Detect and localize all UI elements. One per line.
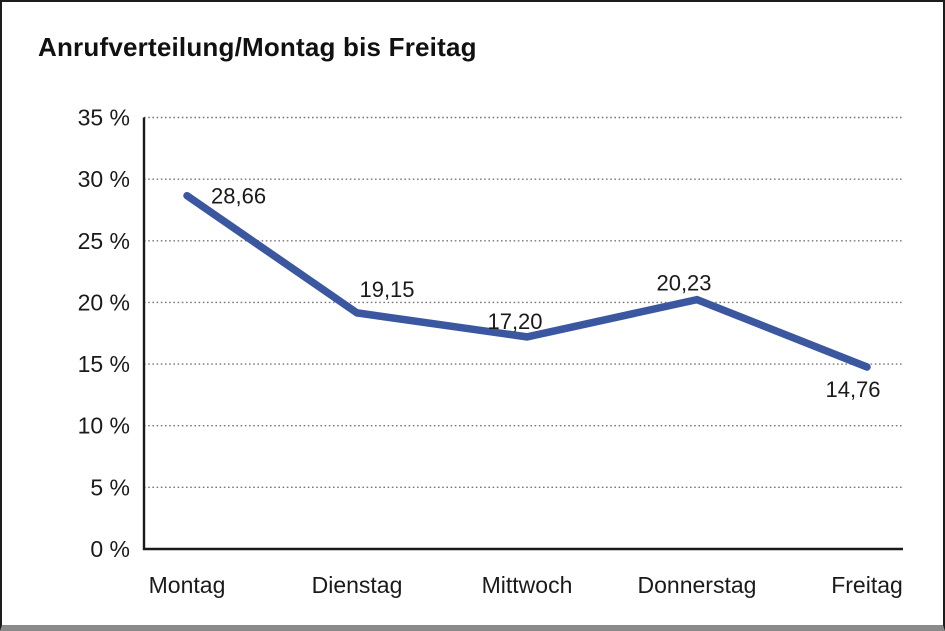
- x-category-label-mittwoch: Mittwoch: [482, 572, 573, 598]
- x-category-label-dienstag: Dienstag: [312, 572, 403, 598]
- data-point-label-donnerstag: 20,23: [656, 271, 711, 296]
- labels-group: 0 % 5 % 10 % 15 % 20 % 25 % 30 % 35 % Montag Dien…: [78, 105, 903, 599]
- axes-group: [142, 117, 903, 551]
- y-tick-label-5pct: 5 %: [90, 474, 130, 500]
- y-tick-label-35pct: 35 %: [78, 105, 130, 131]
- y-tick-label-15pct: 15 %: [78, 351, 130, 377]
- x-category-label-freitag: Freitag: [831, 572, 903, 598]
- gridlines-group: [144, 116, 903, 489]
- y-tick-label-30pct: 30 %: [78, 166, 130, 192]
- data-point-label-mittwoch: 17,20: [487, 309, 542, 334]
- data-point-label-dienstag: 19,15: [359, 277, 414, 302]
- y-tick-label-0pct: 0 %: [90, 536, 130, 562]
- x-category-label-donnerstag: Donnerstag: [638, 572, 757, 598]
- y-tick-label-25pct: 25 %: [78, 228, 130, 254]
- chart-title: Anrufverteilung/Montag bis Freitag: [38, 32, 477, 62]
- y-tick-label-10pct: 10 %: [78, 413, 130, 439]
- x-category-label-montag: Montag: [149, 572, 226, 598]
- data-point-label-freitag: 14,76: [825, 377, 880, 402]
- axis-lines: [142, 117, 903, 551]
- series-group: [183, 191, 871, 371]
- data-point-label-montag: 28,66: [211, 184, 266, 209]
- series-line: [183, 191, 871, 371]
- y-tick-label-20pct: 20 %: [78, 289, 130, 315]
